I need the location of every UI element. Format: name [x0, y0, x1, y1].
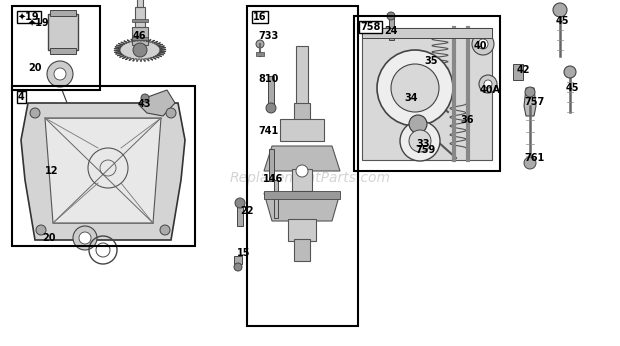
Polygon shape — [264, 193, 340, 221]
Bar — [132, 19, 148, 22]
Text: 35: 35 — [424, 56, 438, 66]
Circle shape — [166, 108, 176, 118]
Circle shape — [73, 226, 97, 250]
Circle shape — [160, 225, 170, 235]
Circle shape — [472, 33, 494, 55]
Text: 45: 45 — [566, 83, 580, 93]
Text: 12: 12 — [45, 166, 58, 176]
Bar — [268, 76, 274, 111]
Text: ✦19: ✦19 — [18, 12, 40, 22]
Circle shape — [296, 165, 308, 177]
Bar — [247, 6, 358, 326]
Circle shape — [141, 94, 149, 102]
Polygon shape — [140, 90, 175, 116]
Bar — [354, 16, 500, 171]
Text: 146: 146 — [263, 174, 283, 184]
Circle shape — [400, 121, 440, 161]
Text: 24: 24 — [384, 26, 397, 36]
Bar — [48, 14, 78, 50]
Circle shape — [553, 3, 567, 17]
Circle shape — [266, 103, 276, 113]
Bar — [234, 256, 242, 264]
Circle shape — [391, 64, 439, 112]
Bar — [294, 103, 310, 121]
Circle shape — [234, 263, 242, 271]
Text: 43: 43 — [138, 99, 151, 109]
Circle shape — [79, 232, 91, 244]
Bar — [296, 46, 308, 106]
Circle shape — [409, 115, 427, 133]
Bar — [135, 7, 145, 27]
Bar — [256, 52, 264, 56]
Text: 16: 16 — [253, 12, 267, 22]
Bar — [132, 27, 148, 45]
Text: 20: 20 — [42, 233, 56, 243]
Text: 46: 46 — [133, 31, 146, 41]
Text: 15: 15 — [237, 248, 250, 258]
Circle shape — [564, 66, 576, 78]
Circle shape — [401, 69, 419, 87]
Text: 733: 733 — [258, 31, 278, 41]
Text: 33: 33 — [416, 139, 430, 149]
Circle shape — [36, 225, 46, 235]
Bar — [389, 16, 394, 40]
Circle shape — [30, 108, 40, 118]
Text: 810: 810 — [258, 74, 278, 84]
Bar — [294, 239, 310, 261]
Bar — [50, 10, 76, 16]
Circle shape — [47, 61, 73, 87]
Text: 758: 758 — [360, 22, 381, 32]
Bar — [274, 180, 278, 218]
Bar — [362, 28, 492, 38]
Polygon shape — [114, 38, 166, 62]
Text: 40A: 40A — [480, 85, 501, 95]
Bar — [132, 37, 148, 40]
Text: 40: 40 — [474, 41, 487, 51]
Text: 761: 761 — [524, 153, 544, 163]
Bar — [237, 204, 243, 226]
Text: 757: 757 — [524, 97, 544, 107]
Circle shape — [377, 50, 453, 126]
Text: 42: 42 — [517, 65, 531, 75]
Bar — [264, 191, 340, 199]
Bar — [362, 28, 492, 160]
Circle shape — [409, 130, 431, 152]
Circle shape — [478, 39, 488, 49]
Circle shape — [256, 40, 264, 48]
Text: 4: 4 — [18, 92, 25, 102]
Text: 34: 34 — [404, 93, 417, 103]
Text: ✦19: ✦19 — [28, 18, 50, 28]
Text: 20: 20 — [28, 63, 42, 73]
Circle shape — [133, 43, 147, 57]
Polygon shape — [264, 146, 340, 171]
Text: ReplacementParts.com: ReplacementParts.com — [229, 171, 391, 185]
Bar — [12, 6, 100, 90]
Bar — [50, 48, 76, 54]
Circle shape — [54, 68, 66, 80]
Circle shape — [479, 75, 497, 93]
Polygon shape — [21, 103, 185, 240]
Bar — [280, 119, 324, 141]
Text: 759: 759 — [415, 145, 435, 155]
Polygon shape — [45, 118, 161, 223]
Bar — [513, 64, 523, 80]
Text: 22: 22 — [240, 206, 254, 216]
Circle shape — [484, 80, 492, 88]
Bar — [12, 86, 195, 246]
Bar — [288, 219, 316, 241]
Circle shape — [524, 157, 536, 169]
Circle shape — [235, 198, 245, 208]
Bar — [292, 169, 312, 191]
Text: 741: 741 — [258, 126, 278, 136]
Text: 36: 36 — [460, 115, 474, 125]
Text: 45: 45 — [556, 16, 570, 26]
Bar — [137, 0, 143, 7]
Polygon shape — [524, 88, 536, 116]
Circle shape — [525, 87, 535, 97]
Bar — [269, 149, 274, 181]
Circle shape — [387, 12, 395, 20]
